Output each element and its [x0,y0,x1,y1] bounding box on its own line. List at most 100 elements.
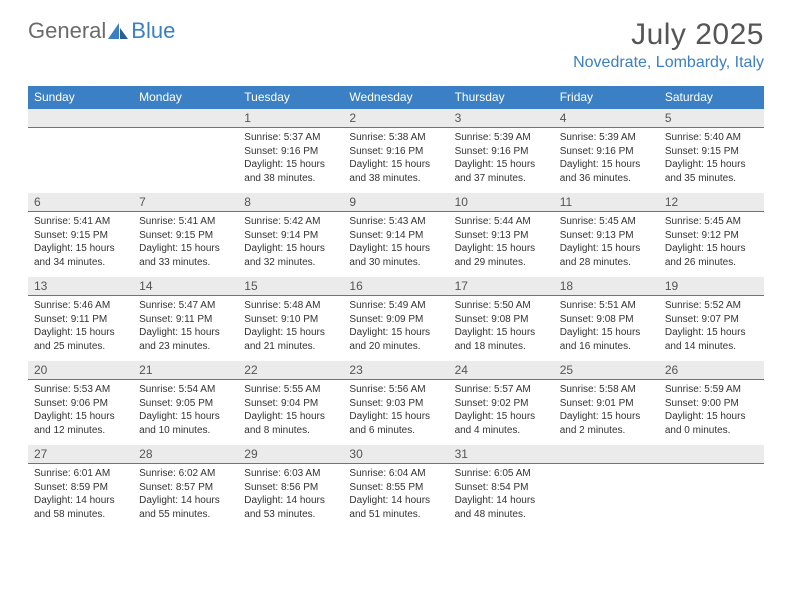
daylight-text: Daylight: 15 hours and 25 minutes. [34,326,129,353]
daylight-text: Daylight: 15 hours and 38 minutes. [349,158,444,185]
daylight-text: Daylight: 15 hours and 26 minutes. [665,242,760,269]
daylight-text: Daylight: 14 hours and 48 minutes. [455,494,550,521]
daylight-text: Daylight: 15 hours and 23 minutes. [139,326,234,353]
day-number: 25 [554,361,659,379]
day-details: Sunrise: 6:03 AMSunset: 8:56 PMDaylight:… [238,464,343,529]
day-details: Sunrise: 6:01 AMSunset: 8:59 PMDaylight:… [28,464,133,529]
sunrise-text: Sunrise: 5:38 AM [349,131,444,145]
daylight-text: Daylight: 15 hours and 33 minutes. [139,242,234,269]
sunset-text: Sunset: 9:08 PM [560,313,655,327]
sunset-text: Sunset: 8:57 PM [139,481,234,495]
sunrise-text: Sunrise: 5:52 AM [665,299,760,313]
sunrise-text: Sunrise: 5:39 AM [455,131,550,145]
sunset-text: Sunset: 8:55 PM [349,481,444,495]
day-number: 27 [28,445,133,463]
sunset-text: Sunset: 9:02 PM [455,397,550,411]
day-number: 19 [659,277,764,295]
sunset-text: Sunset: 9:15 PM [139,229,234,243]
daylight-text: Daylight: 15 hours and 34 minutes. [34,242,129,269]
daylight-text: Daylight: 15 hours and 4 minutes. [455,410,550,437]
daylight-text: Daylight: 15 hours and 35 minutes. [665,158,760,185]
sunrise-text: Sunrise: 5:45 AM [560,215,655,229]
day-details: Sunrise: 5:55 AMSunset: 9:04 PMDaylight:… [238,380,343,445]
daylight-text: Daylight: 15 hours and 10 minutes. [139,410,234,437]
daylight-text: Daylight: 15 hours and 18 minutes. [455,326,550,353]
weekday-header: Monday [133,86,238,109]
daynum-row: 6789101112 [28,193,764,212]
weekday-header: Wednesday [343,86,448,109]
sunset-text: Sunset: 9:15 PM [34,229,129,243]
day-details: Sunrise: 5:54 AMSunset: 9:05 PMDaylight:… [133,380,238,445]
sunrise-text: Sunrise: 5:47 AM [139,299,234,313]
sunset-text: Sunset: 9:04 PM [244,397,339,411]
weekday-header: Thursday [449,86,554,109]
details-row: Sunrise: 5:46 AMSunset: 9:11 PMDaylight:… [28,296,764,361]
details-row: Sunrise: 5:53 AMSunset: 9:06 PMDaylight:… [28,380,764,445]
day-number: 9 [343,193,448,211]
daylight-text: Daylight: 15 hours and 21 minutes. [244,326,339,353]
day-number: 10 [449,193,554,211]
sunrise-text: Sunrise: 6:03 AM [244,467,339,481]
sunset-text: Sunset: 9:07 PM [665,313,760,327]
sunrise-text: Sunrise: 5:55 AM [244,383,339,397]
day-details: Sunrise: 5:57 AMSunset: 9:02 PMDaylight:… [449,380,554,445]
sunrise-text: Sunrise: 5:40 AM [665,131,760,145]
sunset-text: Sunset: 9:11 PM [139,313,234,327]
day-number [659,445,764,463]
day-details [133,128,238,193]
sunrise-text: Sunrise: 5:51 AM [560,299,655,313]
daylight-text: Daylight: 15 hours and 36 minutes. [560,158,655,185]
logo-sail-icon [107,22,129,40]
day-details: Sunrise: 5:56 AMSunset: 9:03 PMDaylight:… [343,380,448,445]
daylight-text: Daylight: 15 hours and 14 minutes. [665,326,760,353]
day-details [554,464,659,529]
daynum-row: 20212223242526 [28,361,764,380]
logo-text-1: General [28,18,106,44]
day-details: Sunrise: 5:49 AMSunset: 9:09 PMDaylight:… [343,296,448,361]
sunset-text: Sunset: 8:56 PM [244,481,339,495]
day-number: 23 [343,361,448,379]
sunset-text: Sunset: 9:14 PM [244,229,339,243]
day-details: Sunrise: 5:37 AMSunset: 9:16 PMDaylight:… [238,128,343,193]
day-number: 28 [133,445,238,463]
day-details: Sunrise: 5:39 AMSunset: 9:16 PMDaylight:… [449,128,554,193]
sunrise-text: Sunrise: 5:39 AM [560,131,655,145]
title-block: July 2025 Novedrate, Lombardy, Italy [573,18,764,72]
day-number: 6 [28,193,133,211]
day-details: Sunrise: 5:40 AMSunset: 9:15 PMDaylight:… [659,128,764,193]
sunset-text: Sunset: 9:13 PM [560,229,655,243]
sunset-text: Sunset: 9:12 PM [665,229,760,243]
sunrise-text: Sunrise: 5:59 AM [665,383,760,397]
day-details: Sunrise: 5:43 AMSunset: 9:14 PMDaylight:… [343,212,448,277]
day-number: 5 [659,109,764,127]
sunrise-text: Sunrise: 6:04 AM [349,467,444,481]
sunrise-text: Sunrise: 5:49 AM [349,299,444,313]
sunrise-text: Sunrise: 5:46 AM [34,299,129,313]
sunset-text: Sunset: 9:16 PM [244,145,339,159]
location-text: Novedrate, Lombardy, Italy [573,54,764,72]
weekday-header: Sunday [28,86,133,109]
day-number: 2 [343,109,448,127]
day-number: 31 [449,445,554,463]
sunset-text: Sunset: 9:09 PM [349,313,444,327]
sunset-text: Sunset: 9:01 PM [560,397,655,411]
daylight-text: Daylight: 15 hours and 20 minutes. [349,326,444,353]
month-title: July 2025 [573,18,764,52]
calendar: SundayMondayTuesdayWednesdayThursdayFrid… [28,86,764,529]
logo: General Blue [28,18,175,44]
daylight-text: Daylight: 15 hours and 2 minutes. [560,410,655,437]
day-number: 18 [554,277,659,295]
day-number: 14 [133,277,238,295]
day-details: Sunrise: 5:45 AMSunset: 9:13 PMDaylight:… [554,212,659,277]
sunset-text: Sunset: 9:10 PM [244,313,339,327]
day-number: 17 [449,277,554,295]
day-details: Sunrise: 5:41 AMSunset: 9:15 PMDaylight:… [28,212,133,277]
day-number: 21 [133,361,238,379]
day-number: 13 [28,277,133,295]
details-row: Sunrise: 5:37 AMSunset: 9:16 PMDaylight:… [28,128,764,193]
day-number: 30 [343,445,448,463]
sunrise-text: Sunrise: 5:56 AM [349,383,444,397]
daylight-text: Daylight: 15 hours and 38 minutes. [244,158,339,185]
sunset-text: Sunset: 9:16 PM [455,145,550,159]
daylight-text: Daylight: 15 hours and 0 minutes. [665,410,760,437]
